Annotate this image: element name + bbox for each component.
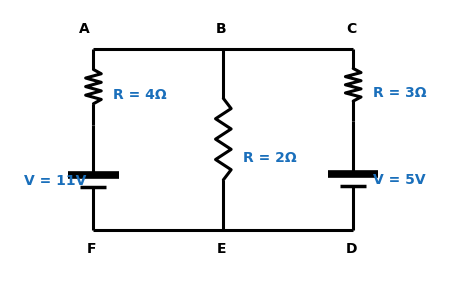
Text: V = 11V: V = 11V bbox=[24, 174, 87, 188]
Text: A: A bbox=[78, 22, 89, 36]
Text: D: D bbox=[345, 242, 357, 256]
Text: F: F bbox=[87, 242, 96, 256]
Text: R = 2Ω: R = 2Ω bbox=[243, 151, 296, 165]
Text: E: E bbox=[216, 242, 226, 256]
Text: C: C bbox=[346, 22, 356, 36]
Text: R = 4Ω: R = 4Ω bbox=[113, 88, 166, 102]
Text: V = 5V: V = 5V bbox=[373, 173, 425, 187]
Text: B: B bbox=[216, 22, 226, 36]
Text: R = 3Ω: R = 3Ω bbox=[373, 86, 426, 100]
